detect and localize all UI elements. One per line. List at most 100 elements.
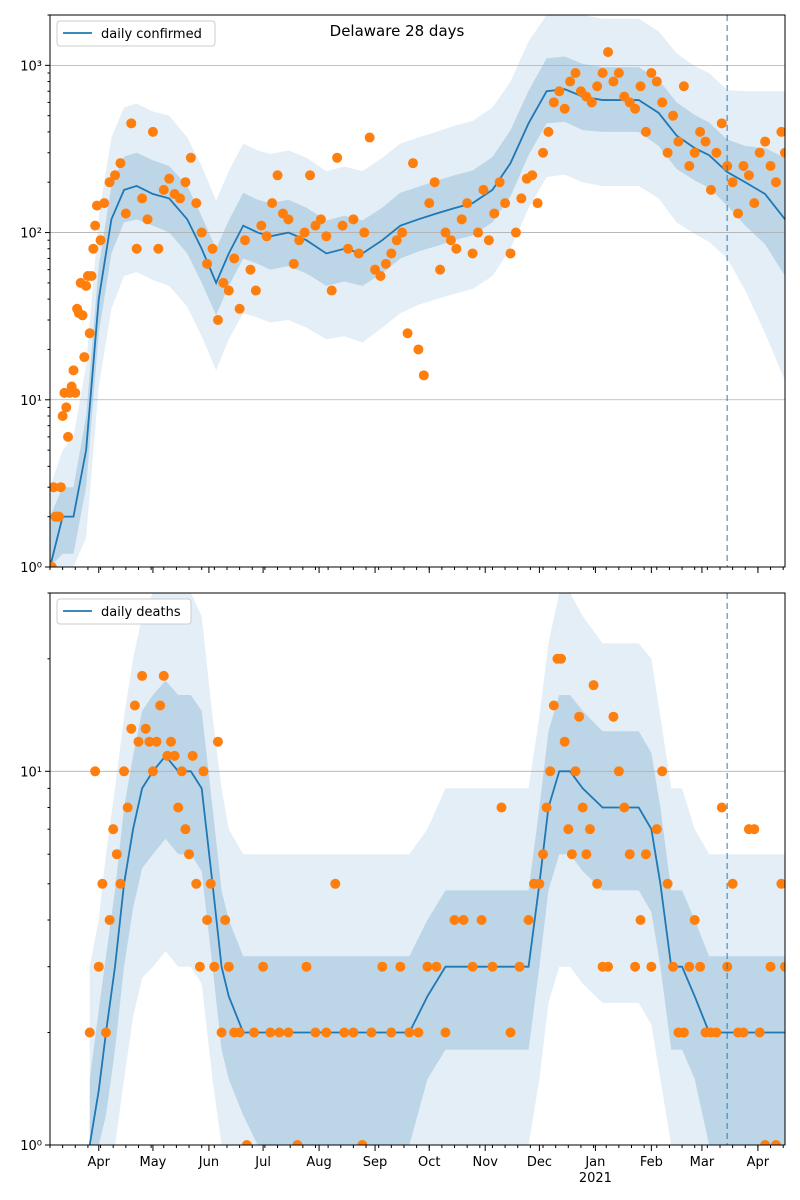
data-point <box>223 285 234 296</box>
data-point <box>100 1027 111 1038</box>
data-point <box>711 1027 722 1038</box>
data-point <box>770 177 781 188</box>
data-point <box>662 147 673 158</box>
data-point <box>570 67 581 78</box>
data-point <box>478 184 489 195</box>
data-point <box>422 961 433 972</box>
data-point <box>133 736 144 747</box>
data-point <box>115 158 126 169</box>
data-point <box>176 766 187 777</box>
data-point <box>727 177 738 188</box>
data-point <box>305 170 316 181</box>
y-tick-label: 10⁰ <box>20 561 42 576</box>
data-point <box>90 220 101 231</box>
data-point <box>353 248 364 259</box>
data-point <box>635 81 646 92</box>
data-point <box>366 1027 377 1038</box>
data-point <box>545 766 556 777</box>
data-point <box>229 253 240 264</box>
data-point <box>377 961 388 972</box>
uncertainty-band-outer <box>50 15 785 567</box>
data-point <box>532 198 543 209</box>
x-tick-label: May <box>139 1155 166 1170</box>
data-point <box>541 802 552 813</box>
data-point <box>657 766 668 777</box>
data-point <box>110 170 121 181</box>
data-point <box>538 147 549 158</box>
data-point <box>223 961 234 972</box>
data-point <box>144 736 155 747</box>
data-point <box>584 824 595 835</box>
data-point <box>489 208 500 219</box>
data-point <box>194 961 205 972</box>
data-point <box>209 961 220 972</box>
data-point <box>640 126 651 137</box>
data-point <box>548 97 559 108</box>
x-tick-label: Nov <box>473 1155 499 1170</box>
data-point <box>386 248 397 259</box>
data-point <box>332 152 343 163</box>
data-point <box>241 1140 252 1145</box>
data-point <box>173 802 184 813</box>
x-tick-label: Jul <box>254 1155 271 1170</box>
data-point <box>592 878 603 889</box>
data-point <box>754 1027 765 1038</box>
data-point <box>743 170 754 181</box>
data-point <box>151 736 162 747</box>
x-tick-label: Dec <box>527 1155 552 1170</box>
data-point <box>574 711 585 722</box>
data-point <box>651 76 662 87</box>
data-point <box>119 766 130 777</box>
data-point <box>534 878 545 889</box>
uncertainty-band-inner <box>89 680 785 1145</box>
y-tick-label: 10⁰ <box>20 1139 42 1154</box>
data-point <box>165 736 176 747</box>
data-point <box>716 118 727 129</box>
data-point <box>348 214 359 225</box>
data-point <box>84 328 95 339</box>
data-point <box>523 915 534 926</box>
data-point <box>120 208 131 219</box>
data-point <box>57 410 68 421</box>
x-tick-label: Apr <box>747 1155 770 1170</box>
data-point <box>386 1027 397 1038</box>
y-tick-label: 10³ <box>20 59 42 74</box>
data-point <box>695 126 706 137</box>
data-point <box>380 258 391 269</box>
data-point <box>391 235 402 246</box>
x-tick-label: Feb <box>640 1155 663 1170</box>
data-point <box>749 824 760 835</box>
data-point <box>212 736 223 747</box>
data-point <box>162 750 173 761</box>
x-tick-label: Aug <box>306 1155 331 1170</box>
data-point <box>527 170 538 181</box>
data-point <box>668 961 679 972</box>
data-point <box>155 700 166 711</box>
data-point <box>711 147 722 158</box>
data-point <box>267 198 278 209</box>
data-point <box>543 126 554 137</box>
data-point <box>207 243 218 254</box>
data-point <box>673 136 684 147</box>
data-point <box>570 766 581 777</box>
data-point <box>770 1140 781 1145</box>
data-point <box>467 248 478 259</box>
data-point <box>77 310 88 321</box>
data-point <box>505 1027 516 1038</box>
data-point <box>613 67 624 78</box>
data-point <box>449 915 460 926</box>
data-point <box>424 198 435 209</box>
data-point <box>619 802 630 813</box>
data-point <box>657 97 668 108</box>
data-point <box>70 387 81 398</box>
data-point <box>299 227 310 238</box>
data-point <box>153 243 164 254</box>
data-point <box>559 736 570 747</box>
data-point <box>651 824 662 835</box>
data-point <box>613 766 624 777</box>
data-point <box>272 170 283 181</box>
data-point <box>556 653 567 664</box>
data-point <box>216 1027 227 1038</box>
data-point <box>640 849 651 860</box>
